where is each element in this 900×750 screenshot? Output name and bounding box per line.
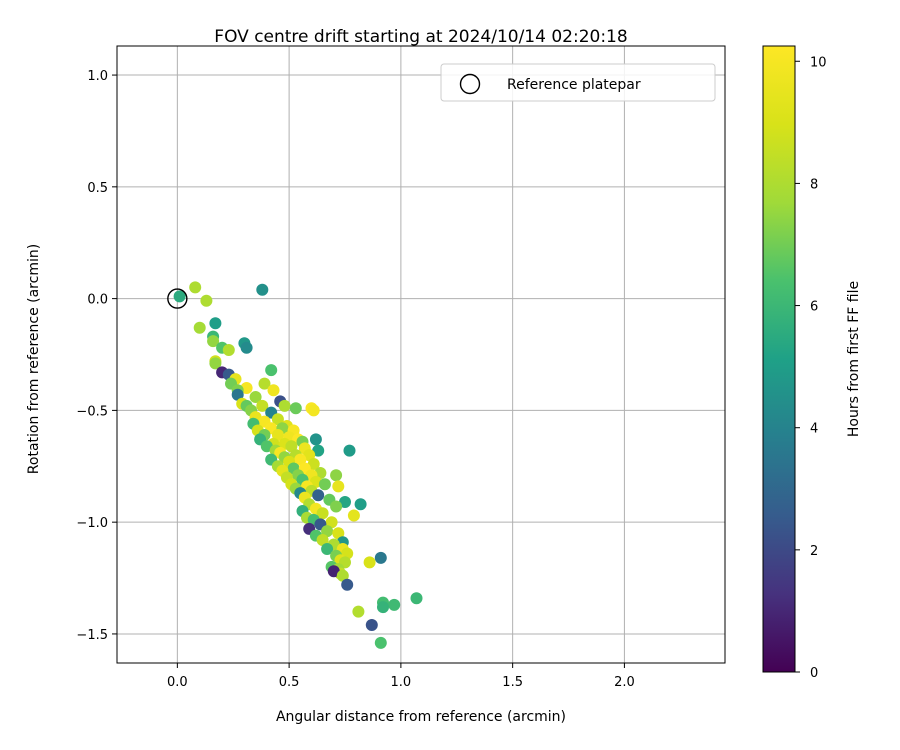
grid-lines [117, 46, 725, 663]
data-point [316, 534, 329, 546]
data-point [303, 449, 316, 462]
data-point [388, 598, 401, 611]
data-point [240, 341, 253, 354]
data-point [307, 404, 320, 417]
data-point [374, 551, 387, 564]
data-points [173, 281, 423, 649]
data-point [325, 516, 338, 529]
data-point [330, 469, 343, 482]
legend-entry-reference: Reference platepar [507, 77, 641, 93]
x-tick-label: 1.5 [502, 675, 523, 690]
legend: Reference platepar [440, 63, 716, 102]
x-axis-ticks: 0.0 0.5 1.0 1.5 2.0 [167, 663, 635, 690]
data-point [339, 496, 351, 508]
data-point [200, 294, 213, 307]
data-point [267, 384, 280, 397]
data-point [265, 364, 278, 377]
data-point [249, 391, 262, 403]
data-point [289, 402, 302, 415]
data-point [321, 525, 334, 538]
data-point [256, 283, 269, 296]
data-point [352, 605, 365, 618]
y-tick-label: −1.5 [76, 628, 108, 643]
data-point [173, 290, 186, 303]
data-point [341, 578, 354, 591]
colorbar-tick-label: 4 [810, 422, 818, 437]
data-point [278, 399, 291, 412]
legend-reference-marker [459, 73, 481, 95]
data-point [209, 357, 222, 370]
x-tick-label: 0.5 [279, 675, 300, 690]
data-point [209, 317, 222, 330]
data-point [374, 636, 387, 649]
data-point [294, 453, 307, 466]
data-point [222, 344, 235, 356]
data-point [258, 377, 271, 390]
data-point [309, 475, 322, 488]
data-point [231, 388, 244, 401]
data-point [271, 413, 284, 426]
colorbar-ticks: 0 2 4 6 8 10 [795, 55, 827, 681]
y-tick-label: −1.0 [76, 516, 108, 531]
y-tick-label: 1.0 [87, 69, 108, 84]
y-tick-label: 0.0 [87, 293, 108, 308]
data-point [377, 601, 389, 614]
data-point [309, 433, 322, 446]
data-point [332, 527, 345, 540]
data-point [332, 480, 345, 493]
data-point [363, 556, 376, 569]
data-point [193, 321, 206, 334]
data-point [347, 509, 360, 522]
plot-frame [116, 45, 726, 664]
x-tick-label: 1.0 [391, 675, 412, 690]
x-tick-label: 2.0 [614, 675, 635, 690]
y-axis-ticks: −1.5 −1.0 −0.5 0.0 0.5 1.0 [76, 69, 117, 643]
data-point [285, 440, 298, 453]
data-point [336, 569, 349, 582]
data-point [343, 444, 356, 457]
data-point [189, 281, 202, 294]
colorbar-tick-label: 0 [810, 666, 818, 681]
colorbar-tick-label: 6 [810, 300, 818, 315]
data-point [318, 478, 331, 491]
data-point [312, 489, 325, 502]
data-point [327, 565, 340, 578]
x-tick-label: 0.0 [167, 675, 188, 690]
y-tick-label: −0.5 [76, 404, 108, 419]
data-point [207, 335, 220, 348]
data-point [316, 507, 329, 520]
colorbar-gradient [762, 45, 796, 673]
legend-box [440, 63, 716, 102]
reference-marker-group [167, 288, 188, 309]
y-tick-label: 0.5 [87, 181, 108, 196]
colorbar-tick-label: 10 [810, 55, 827, 70]
data-point [256, 399, 269, 412]
x-axis-label: Angular distance from reference (arcmin) [276, 709, 566, 725]
colorbar: 0 2 4 6 8 10 Hours from first FF file [762, 45, 862, 681]
data-point [330, 500, 343, 513]
data-point [354, 498, 367, 511]
data-point [307, 458, 320, 470]
y-axis-label: Rotation from reference (arcmin) [26, 244, 42, 474]
data-point [260, 440, 273, 453]
data-point [365, 619, 378, 631]
colorbar-tick-label: 8 [810, 177, 818, 192]
chart-title: FOV centre drift starting at 2024/10/14 … [214, 27, 627, 47]
data-point [410, 592, 423, 605]
data-point [321, 543, 334, 555]
data-point [312, 444, 325, 457]
reference-platepar-marker [167, 288, 188, 309]
colorbar-label: Hours from first FF file [846, 281, 862, 437]
data-point [271, 429, 284, 441]
colorbar-tick-label: 2 [810, 544, 818, 559]
